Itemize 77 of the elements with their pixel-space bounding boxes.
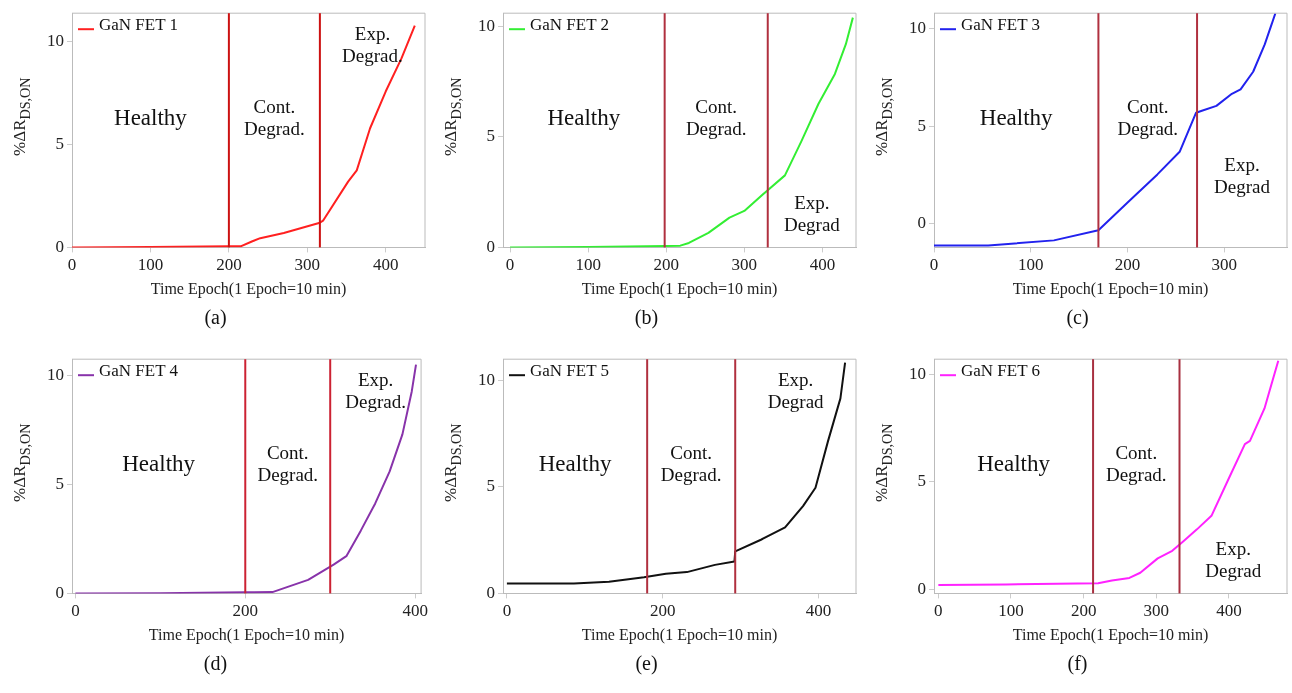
annotation: Cont. Degrad.: [257, 441, 319, 485]
x-tick-label: 400: [402, 601, 428, 621]
x-tick-label: 300: [731, 255, 758, 275]
legend-label: GaN FET 1: [99, 15, 179, 35]
x-axis-title: Time Epoch(1 Epoch=10 min): [581, 625, 778, 644]
legend-label: GaN FET 6: [961, 361, 1041, 381]
annotation: Cont. Degrad.: [1117, 95, 1179, 139]
x-axis-title: Time Epoch(1 Epoch=10 min): [1012, 279, 1209, 298]
y-tick-label: 0: [486, 236, 495, 256]
annotation: Healthy: [538, 450, 612, 476]
y-tick-label: 5: [55, 473, 64, 493]
legend-label: GaN FET 5: [530, 361, 610, 381]
x-axis-title: Time Epoch(1 Epoch=10 min): [148, 625, 345, 644]
x-tick-label: 100: [998, 601, 1024, 621]
annotation: Healthy: [977, 450, 1051, 476]
y-tick-label: 5: [917, 471, 926, 491]
x-tick-label: 0: [502, 601, 512, 621]
annotation: Exp. Degrad.: [342, 22, 403, 66]
y-tick-label: 0: [486, 582, 495, 602]
annotation: Healthy: [979, 104, 1054, 130]
annotation: Healthy: [547, 104, 621, 130]
legend-label: GaN FET 3: [961, 15, 1041, 35]
y-tick-label: 5: [917, 115, 926, 135]
x-tick-label: 100: [575, 255, 601, 275]
annotation: Exp. Degrad: [1214, 154, 1271, 198]
annotation: Exp. Degrad.: [345, 368, 406, 412]
y-tick-label: 0: [917, 578, 926, 598]
x-tick-label: 200: [1114, 255, 1141, 275]
x-tick-label: 100: [1017, 255, 1044, 275]
x-tick-label: 300: [1211, 255, 1237, 275]
x-tick-label: 0: [505, 255, 515, 275]
y-tick-label: 0: [917, 213, 926, 233]
legend-label: GaN FET 4: [99, 361, 179, 381]
x-tick-label: 0: [71, 601, 80, 621]
y-tick-label: 10: [909, 363, 926, 383]
y-tick-label: 10: [478, 369, 495, 389]
y-tick-label: 0: [55, 582, 64, 602]
x-tick-label: 400: [805, 601, 832, 621]
text: (d): [202, 652, 229, 675]
y-tick-label: 10: [909, 18, 926, 38]
annotation: Cont. Degrad.: [244, 95, 305, 139]
x-axis-title: Time Epoch(1 Epoch=10 min): [1012, 625, 1209, 644]
x-tick-label: 200: [653, 255, 679, 275]
y-tick-label: 0: [55, 236, 64, 256]
x-axis-title: Time Epoch(1 Epoch=10 min): [581, 279, 778, 298]
y-tick-label: 10: [47, 31, 64, 51]
y-tick-label: 10: [47, 365, 64, 385]
x-tick-label: 200: [232, 601, 259, 621]
y-tick-label: 5: [55, 134, 64, 154]
text: (a): [203, 306, 228, 329]
annotation: Healthy: [122, 450, 196, 476]
x-tick-label: 200: [216, 255, 242, 275]
y-tick-label: 5: [486, 126, 495, 146]
text: (b): [633, 306, 660, 329]
x-tick-label: 300: [294, 255, 321, 275]
annotation: Exp. Degrad: [767, 368, 825, 412]
x-tick-label: 100: [137, 255, 164, 275]
legend-label: GaN FET 2: [530, 15, 610, 35]
annotation: Exp. Degrad: [1205, 537, 1262, 581]
x-tick-label: 300: [1143, 601, 1170, 621]
x-tick-label: 200: [650, 601, 676, 621]
y-tick-label: 10: [478, 15, 495, 35]
text: (e): [634, 652, 659, 675]
annotation: Healthy: [114, 104, 188, 130]
x-tick-label: 0: [934, 601, 943, 621]
annotation: Cont. Degrad.: [685, 95, 747, 139]
annotation: Exp. Degrad: [783, 191, 841, 235]
x-tick-label: 400: [809, 255, 836, 275]
x-tick-label: 200: [1070, 601, 1097, 621]
x-tick-label: 400: [373, 255, 399, 275]
text: (f): [1066, 652, 1089, 675]
annotation: Cont. Degrad.: [1105, 441, 1167, 485]
x-tick-label: 400: [1216, 601, 1242, 621]
y-tick-label: 5: [486, 476, 495, 496]
annotation: Cont. Degrad.: [660, 441, 722, 485]
x-axis-title: Time Epoch(1 Epoch=10 min): [150, 279, 347, 298]
text: (c): [1065, 306, 1090, 329]
